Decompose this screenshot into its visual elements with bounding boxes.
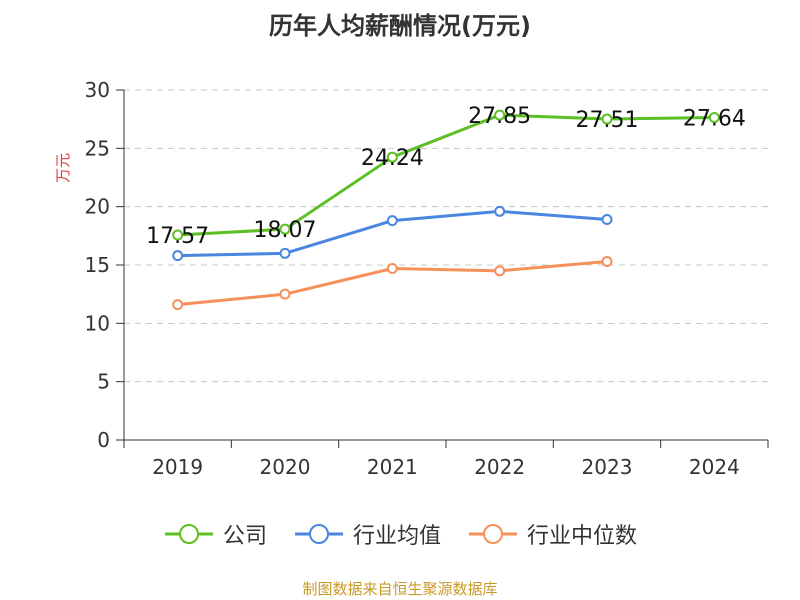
axes: 0 5 10 15 20 25 30 2019 2020 2021 2022 2023 2024 万元 — [54, 78, 769, 479]
legend: 公司 行业均值 行业中位数 — [0, 518, 800, 550]
data-label: 18.07 — [254, 218, 317, 243]
legend-circle — [308, 524, 329, 544]
data-point — [386, 151, 398, 163]
data-point — [279, 223, 291, 235]
x-tick-label: 2024 — [689, 455, 740, 479]
data-label: 24.24 — [361, 146, 424, 171]
y-tick-label: 5 — [97, 370, 110, 394]
legend-circle — [483, 524, 503, 544]
data-point — [172, 299, 184, 311]
legend-item[interactable]: 公司 — [163, 518, 267, 550]
data-point — [172, 229, 184, 241]
data-point — [386, 263, 398, 274]
data-point — [494, 265, 506, 277]
data-label: 17.57 — [146, 224, 209, 249]
chart-title: 历年人均薪酬情况(万元) — [269, 12, 531, 40]
legend-marker-icon — [294, 524, 343, 544]
y-tick-label: 20 — [85, 195, 110, 219]
source-note: 制图数据来自恒生聚源数据库 — [302, 580, 498, 598]
data-label: 27.64 — [683, 107, 746, 132]
x-tick-label: 2020 — [260, 455, 311, 479]
y-tick-label: 15 — [85, 253, 110, 277]
legend-circle — [178, 524, 199, 544]
data-label: 27.85 — [468, 104, 531, 129]
data-label: 27.51 — [576, 108, 639, 133]
data-point — [494, 205, 506, 217]
legend-marker-icon — [469, 524, 517, 544]
data-point — [601, 113, 613, 125]
data-point — [172, 250, 184, 262]
x-tick-label: 2021 — [367, 455, 418, 479]
legend-item[interactable]: 行业均值 — [293, 518, 441, 550]
series-lines — [172, 109, 720, 311]
data-point — [386, 215, 398, 227]
y-tick-label: 0 — [97, 428, 110, 452]
y-axis-label: 万元 — [54, 153, 72, 183]
data-point — [708, 112, 720, 124]
y-tick-label: 25 — [85, 136, 110, 160]
x-tick-label: 2023 — [582, 455, 633, 479]
legend-item[interactable]: 行业中位数 — [467, 518, 637, 550]
data-point — [279, 247, 291, 259]
y-tick-label: 10 — [85, 311, 110, 335]
data-point — [601, 214, 613, 225]
grid-lines — [124, 89, 768, 383]
legend-label: 行业中位数 — [527, 524, 638, 549]
y-tick-label: 30 — [85, 78, 110, 102]
legend-marker-icon — [164, 524, 213, 544]
legend-label: 行业均值 — [352, 524, 441, 549]
data-labels: 17.57 18.07 24.24 27.85 27.51 27.64 — [146, 104, 746, 249]
legend-label: 公司 — [222, 524, 267, 549]
data-point — [279, 288, 291, 300]
data-point — [494, 109, 506, 121]
data-point — [601, 256, 613, 267]
series-line-0 — [177, 113, 715, 237]
x-tick-label: 2019 — [152, 455, 203, 479]
x-tick-label: 2022 — [474, 455, 525, 479]
